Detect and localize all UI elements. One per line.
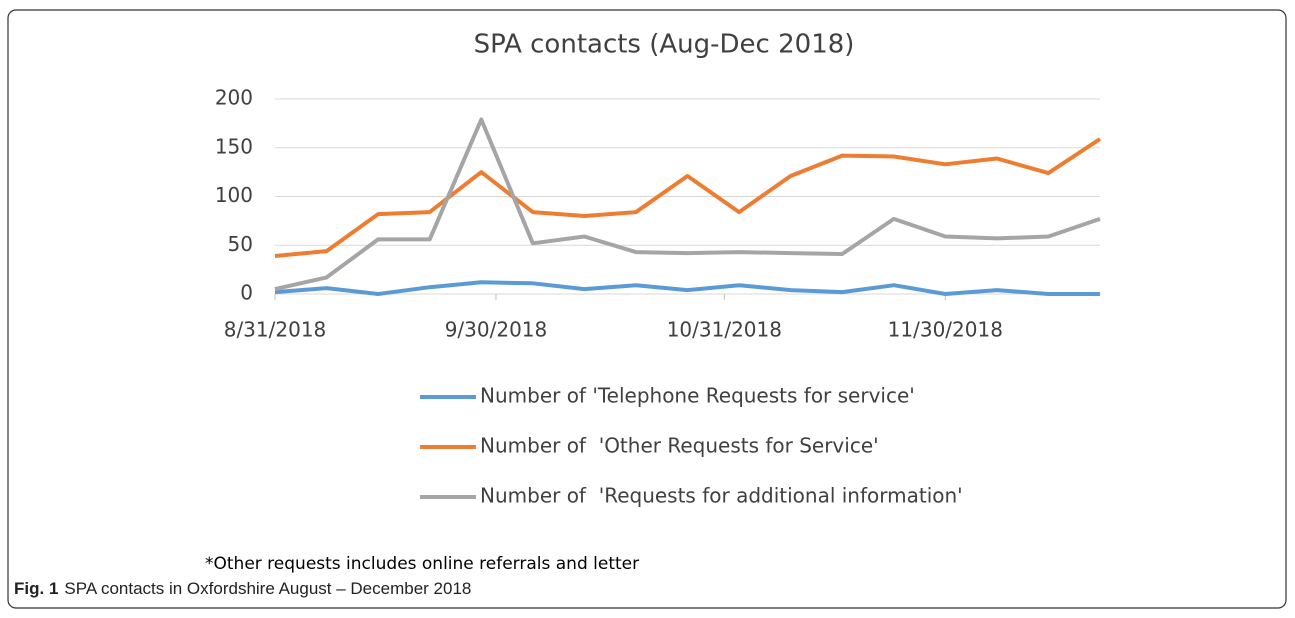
x-tick-label: 10/31/2018	[667, 318, 782, 342]
y-tick-label: 0	[240, 281, 253, 305]
legend-label: Number of 'Other Requests for Service'	[480, 434, 879, 458]
caption-text: SPA contacts in Oxfordshire August – Dec…	[64, 579, 471, 598]
series-line	[274, 280, 1100, 296]
y-tick-label: 150	[215, 134, 253, 158]
x-tick-label: 11/30/2018	[888, 318, 1003, 342]
chart-title: SPA contacts (Aug-Dec 2018)	[474, 30, 855, 60]
series-line	[274, 137, 1102, 258]
footnote: *Other requests includes online referral…	[205, 554, 639, 574]
caption-label: Fig. 1	[14, 579, 58, 598]
x-tick-label: 9/30/2018	[445, 318, 548, 342]
x-tick-label: 8/31/2018	[224, 318, 327, 342]
legend-label: Number of 'Telephone Requests for servic…	[480, 384, 915, 408]
caption: Fig. 1 SPA contacts in Oxfordshire August…	[14, 579, 471, 598]
figure-border	[7, 9, 1287, 609]
y-tick-label: 200	[215, 86, 253, 110]
y-tick-label: 50	[228, 232, 253, 256]
legend-label: Number of 'Requests for additional infor…	[480, 484, 963, 508]
series-line	[274, 117, 1101, 292]
y-tick-label: 100	[215, 183, 253, 207]
